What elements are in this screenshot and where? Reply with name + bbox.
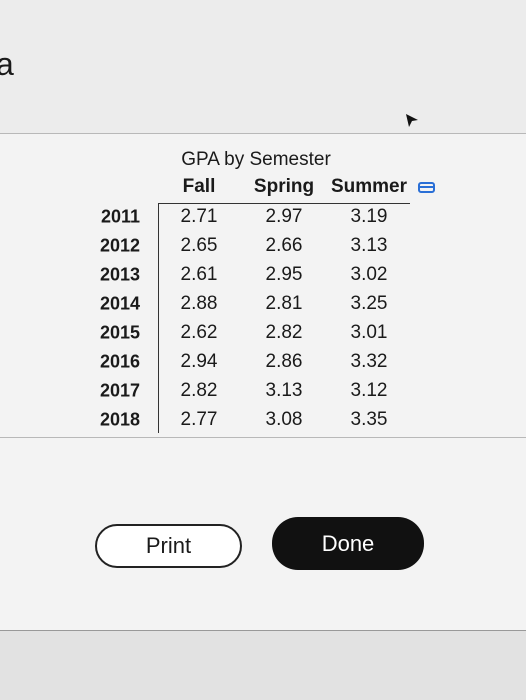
done-button[interactable]: Done: [272, 517, 424, 570]
divider: [0, 630, 526, 631]
row-header: 2017: [99, 380, 140, 401]
bottom-panel: [0, 631, 526, 700]
table-cell: 3.01: [350, 322, 388, 343]
cursor: [406, 114, 418, 127]
table-title: GPA by Semester: [181, 149, 331, 170]
table-hline: [158, 203, 410, 204]
table-cell: 2.65: [180, 235, 218, 256]
table-cell: 2.94: [180, 351, 218, 372]
row-header: 2011: [100, 206, 140, 227]
table-cell: 2.62: [180, 322, 218, 343]
row-header: 2013: [99, 264, 140, 285]
table-cell: 2.77: [180, 409, 218, 430]
row-header: 2018: [99, 409, 140, 430]
column-header: Summer: [330, 176, 408, 197]
row-header: 2014: [99, 293, 140, 314]
table-vline: [158, 203, 159, 433]
divider: [0, 133, 526, 134]
table-cell: 3.02: [350, 264, 388, 285]
table-cell: 3.13: [350, 235, 388, 256]
row-header: 2012: [99, 235, 140, 256]
expand-icon[interactable]: [418, 181, 438, 195]
table-cell: 3.32: [350, 351, 388, 372]
table-cell: 3.13: [265, 380, 303, 401]
table-cell: 3.25: [350, 293, 388, 314]
table-cell: 2.71: [180, 206, 218, 227]
table-cell: 2.95: [265, 264, 303, 285]
table-cell: 2.82: [265, 322, 303, 343]
top-panel: [0, 0, 526, 133]
divider: [0, 437, 526, 438]
column-header: Fall: [182, 176, 216, 197]
table-cell: 2.86: [265, 351, 303, 372]
table-cell: 2.66: [265, 235, 303, 256]
table-cell: 3.35: [350, 409, 388, 430]
table-cell: 2.81: [265, 293, 303, 314]
table-cell: 2.88: [180, 293, 218, 314]
table-cell: 2.61: [180, 264, 218, 285]
table-cell: 3.19: [350, 206, 388, 227]
table-cell: 2.82: [180, 380, 218, 401]
print-button[interactable]: Print: [95, 524, 242, 568]
row-header: 2016: [99, 351, 140, 372]
row-header: 2015: [99, 322, 140, 343]
table-cell: 3.12: [350, 380, 388, 401]
column-header: Spring: [253, 176, 315, 197]
table-cell: 2.97: [265, 206, 303, 227]
table-cell: 3.08: [265, 409, 303, 430]
partial-text: a: [0, 46, 14, 82]
